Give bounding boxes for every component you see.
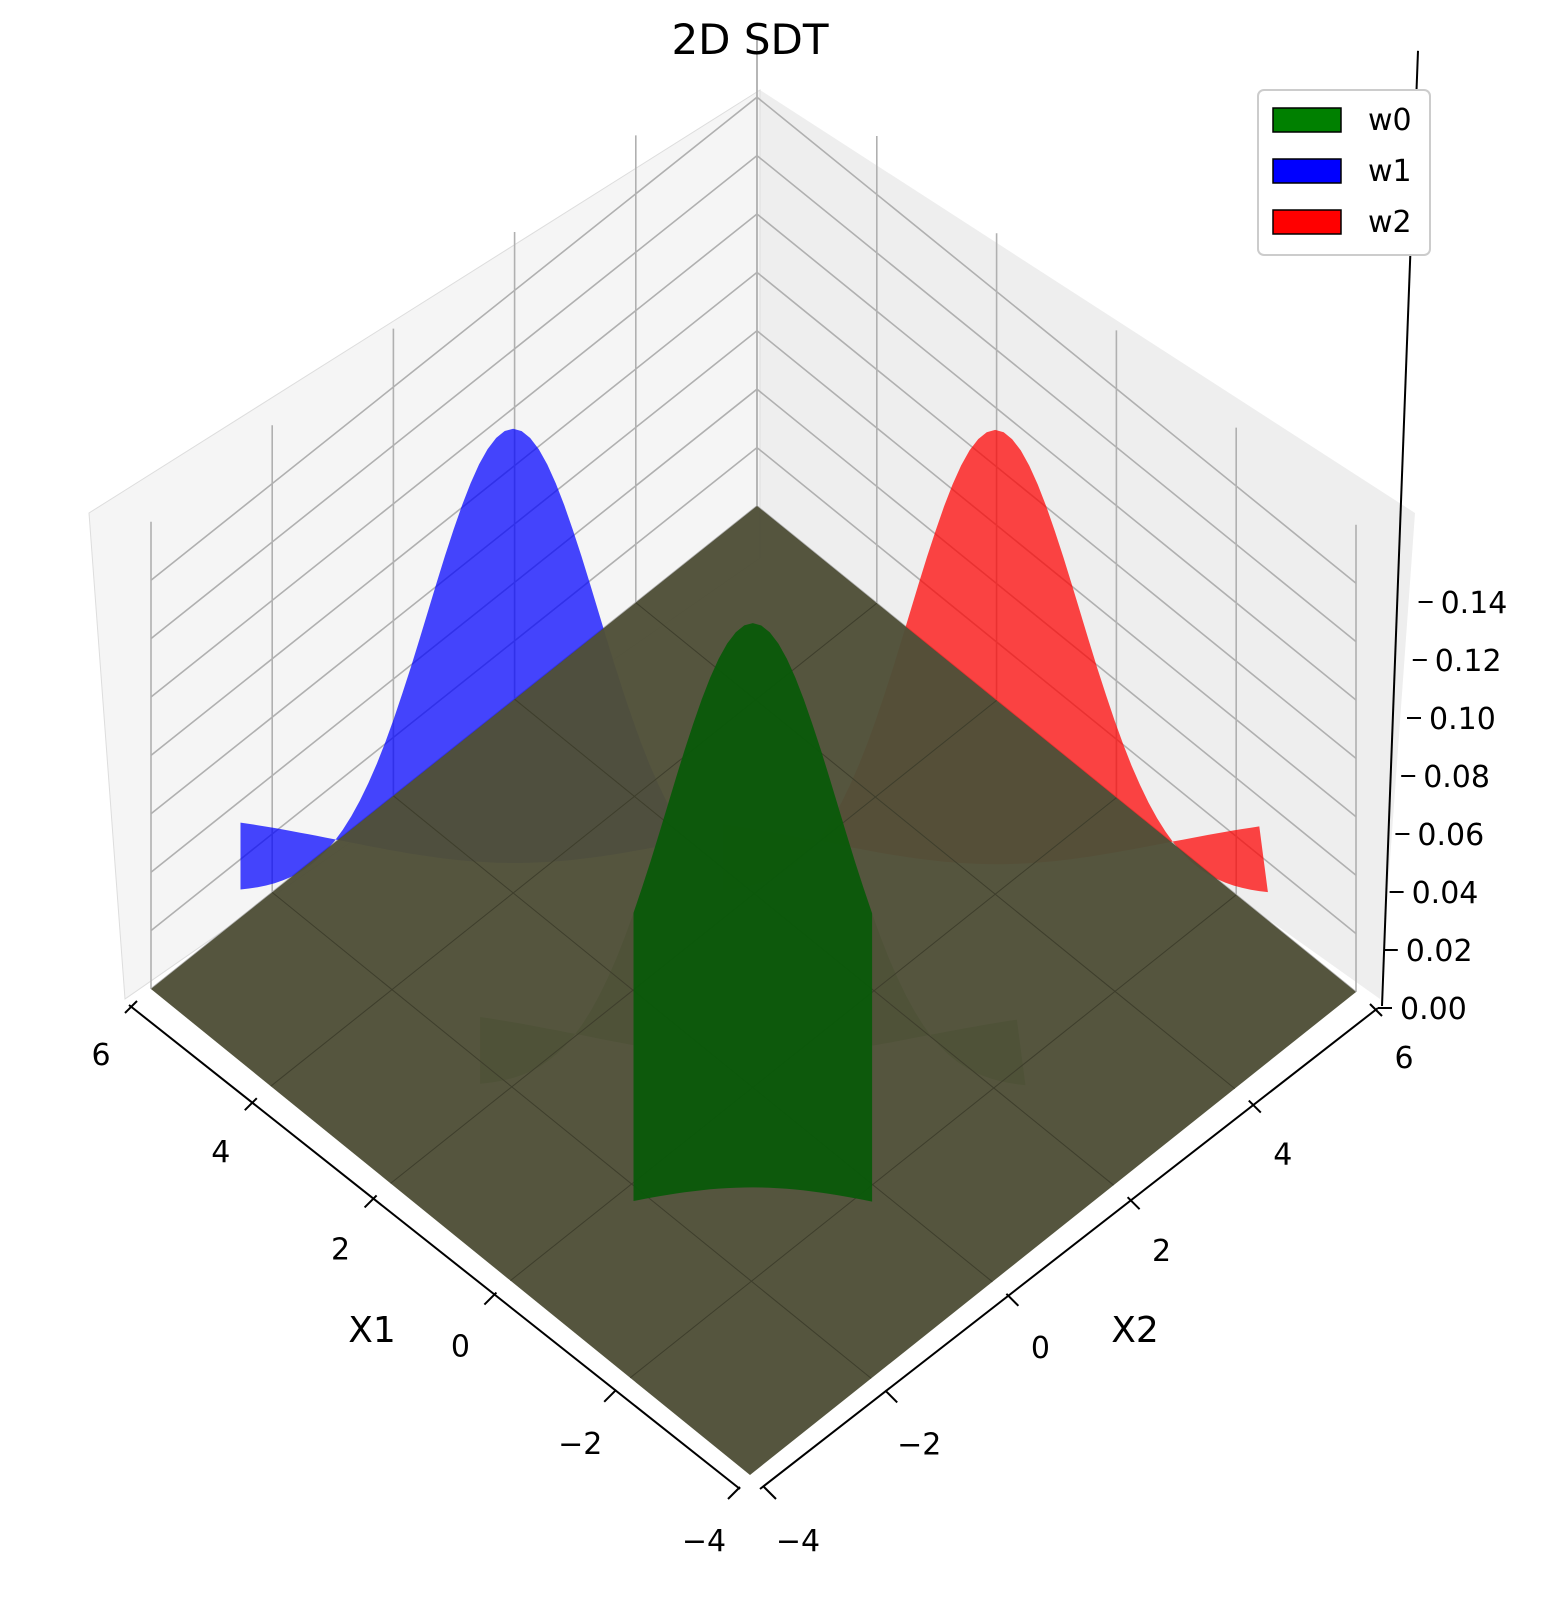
axis-panes — [88, 89, 1415, 1000]
x-axis-title: X1 — [348, 1310, 396, 1351]
y-tick-label: −2 — [897, 1427, 941, 1462]
y-tick-mark — [1248, 1099, 1262, 1114]
left-pane-edge — [88, 89, 761, 1000]
y-tick-label: 0 — [1031, 1331, 1050, 1366]
z-tick-label: 0.14 — [1441, 586, 1508, 621]
y-tick-label: −4 — [776, 1524, 820, 1559]
floor-grid-line — [271, 892, 872, 1379]
y-axis-title: X2 — [1111, 1310, 1159, 1351]
x-tick-mark — [483, 1291, 498, 1306]
z-tick-label: 0.08 — [1423, 760, 1490, 795]
z-tick-label: 0.10 — [1429, 702, 1496, 737]
y-tick-label: 2 — [1152, 1234, 1171, 1269]
grid-lines — [150, 38, 1357, 993]
x-tick-mark — [727, 1486, 741, 1500]
left-back-pane — [89, 90, 760, 999]
x-tick-label: 2 — [331, 1232, 350, 1267]
z-tick-label: 0.00 — [1400, 992, 1467, 1027]
surfaces — [151, 428, 1356, 1475]
legend-label-w2: w2 — [1368, 205, 1412, 240]
legend-label-w0: w0 — [1368, 103, 1412, 138]
y-tick-mark — [763, 1486, 777, 1500]
legend: w0 w1 w2 — [1257, 89, 1431, 256]
legend-swatch-w2 — [1272, 209, 1342, 235]
y-tick-label: 4 — [1273, 1138, 1292, 1173]
x-tick-mark — [603, 1389, 617, 1403]
x-tick-label: 0 — [451, 1330, 470, 1365]
z-tick-label: 0.02 — [1406, 934, 1473, 969]
x-tick-label: 6 — [91, 1038, 110, 1073]
z-tick-label: 0.04 — [1412, 876, 1479, 911]
x-axis-line — [128, 1004, 741, 1490]
legend-swatch-w0 — [1272, 107, 1342, 133]
y-axis-line — [759, 1007, 1379, 1490]
x-tick-label: −4 — [682, 1524, 726, 1559]
y-tick-label: 6 — [1394, 1041, 1413, 1076]
legend-label-w1: w1 — [1368, 154, 1412, 189]
x-tick-label: 4 — [211, 1135, 230, 1170]
x-tick-mark — [244, 1097, 258, 1111]
z-tick-label: 0.12 — [1435, 644, 1502, 679]
legend-swatch-w1 — [1272, 158, 1342, 184]
x-tick-mark — [363, 1194, 378, 1209]
surface-w0-front-body — [633, 623, 873, 1202]
chart-title: 2D SDT — [671, 15, 828, 64]
y-tick-mark — [884, 1389, 898, 1404]
y-tick-mark — [1126, 1196, 1141, 1210]
right-back-pane — [760, 90, 1415, 999]
x-tick-label: −2 — [558, 1427, 602, 1462]
y-tick-mark — [1005, 1293, 1020, 1307]
tick-labels: −4 −2 0 2 4 6 −4 −2 0 2 4 6 0.00 0.02 0.04 0.06 0.08 0.10… — [91, 586, 1507, 1559]
floor-grid-line — [629, 894, 1237, 1379]
y-tick-mark — [1369, 1003, 1383, 1017]
z-tick-label: 0.06 — [1417, 818, 1484, 853]
surface-w0-front — [633, 623, 873, 1202]
x-tick-mark — [124, 1000, 138, 1014]
